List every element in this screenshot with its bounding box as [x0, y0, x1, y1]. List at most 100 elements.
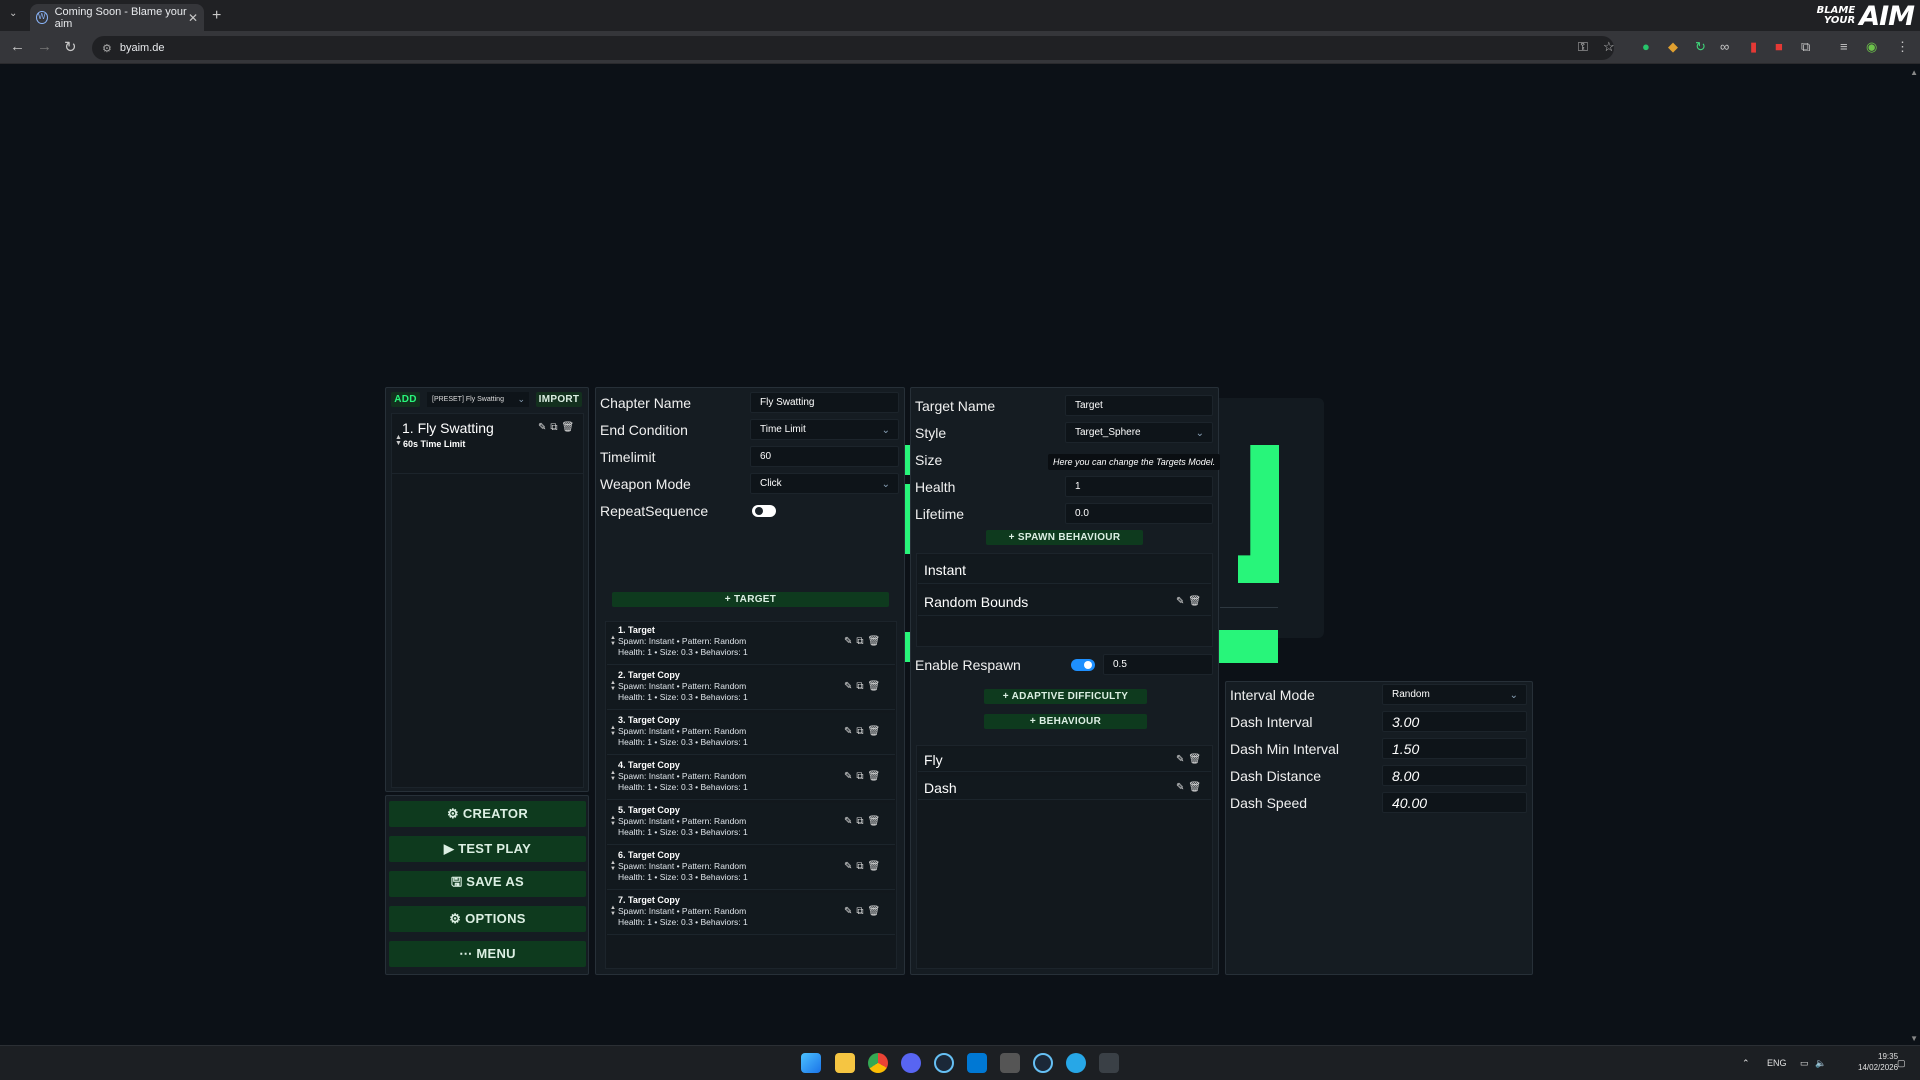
add-adaptive-difficulty-button[interactable]: + ADAPTIVE DIFFICULTY — [984, 689, 1147, 704]
target-item[interactable]: ▲ ▼ 5. Target Copy Spawn: Instant • Pattern… — [607, 803, 895, 845]
page-scrollbar[interactable] — [1908, 65, 1920, 1045]
drag-handle-icon[interactable]: ▲ ▼ — [610, 635, 616, 647]
menu-button[interactable]: ⋯ MENU — [389, 941, 586, 967]
spawn-item[interactable]: Instant — [918, 556, 1211, 584]
edit-icon[interactable]: ✎ — [844, 816, 857, 827]
chapter-name-input[interactable]: Fly Swatting — [750, 392, 899, 413]
copy-icon[interactable]: ⧉ — [856, 636, 868, 647]
import-button[interactable]: IMPORT — [536, 392, 582, 407]
edit-icon[interactable]: ✎ — [844, 906, 857, 917]
extensions-puzzle-icon[interactable]: ⧉ — [1801, 39, 1811, 54]
browser-tab[interactable]: W Coming Soon - Blame your aim ✕ — [30, 4, 204, 31]
delete-icon[interactable]: 🗑 — [561, 422, 579, 433]
dash-interval-input[interactable]: 3.00 — [1382, 711, 1527, 732]
password-key-icon[interactable]: ⚿ — [1578, 39, 1588, 54]
copy-icon[interactable]: ⧉ — [856, 906, 868, 917]
timelimit-input[interactable]: 60 — [750, 446, 899, 467]
add-behaviour-button[interactable]: + BEHAVIOUR — [984, 714, 1147, 729]
extension-icon[interactable]: ◆ — [1668, 39, 1678, 54]
delete-icon[interactable]: 🗑 — [867, 726, 885, 737]
scroll-down-icon[interactable]: ▼ — [1910, 1034, 1918, 1043]
target-item[interactable]: ▲ ▼ 7. Target Copy Spawn: Instant • Pattern… — [607, 893, 895, 935]
delete-icon[interactable]: 🗑 — [867, 861, 885, 872]
respawn-delay-input[interactable]: 0.5 — [1103, 654, 1213, 675]
delete-icon[interactable]: 🗑 — [867, 681, 885, 692]
end-condition-select[interactable]: Time Limit ⌄ — [750, 419, 899, 440]
copy-icon[interactable]: ⧉ — [856, 861, 868, 872]
target-item[interactable]: ▲ ▼ 4. Target Copy Spawn: Instant • Pattern… — [607, 758, 895, 800]
steam-icon[interactable] — [934, 1053, 954, 1073]
repeat-sequence-toggle[interactable] — [752, 505, 776, 517]
tab-search-icon[interactable]: ⌄ — [9, 8, 18, 19]
target-item[interactable]: ▲ ▼ 6. Target Copy Spawn: Instant • Pattern… — [607, 848, 895, 890]
weapon-mode-select[interactable]: Click ⌄ — [750, 473, 899, 494]
volume-icon[interactable]: 🔈 — [1815, 1058, 1827, 1068]
add-target-button[interactable]: + TARGET — [612, 592, 889, 607]
dash-min-interval-input[interactable]: 1.50 — [1382, 738, 1527, 759]
style-select[interactable]: Target_Sphere ⌄ — [1065, 422, 1213, 443]
dash-speed-input[interactable]: 40.00 — [1382, 792, 1527, 813]
drag-handle-icon[interactable]: ▲ ▼ — [395, 434, 402, 447]
vscode-icon[interactable] — [967, 1053, 987, 1073]
target-name-input[interactable]: Target — [1065, 395, 1213, 416]
tray-chevron-icon[interactable]: ⌃ — [1742, 1058, 1750, 1068]
chapter-item[interactable]: ▲ ▼ 1. Fly Swatting 60s Time Limit ✎⧉🗑 — [391, 413, 584, 474]
language-indicator[interactable]: ENG — [1767, 1058, 1787, 1068]
delete-icon[interactable]: 🗑 — [867, 771, 885, 782]
enable-respawn-toggle[interactable] — [1071, 659, 1095, 671]
reload-icon[interactable]: ↻ — [64, 39, 77, 56]
drag-handle-icon[interactable]: ▲ ▼ — [610, 860, 616, 872]
copy-icon[interactable]: ⧉ — [856, 726, 868, 737]
extension-icon[interactable]: ↻ — [1695, 39, 1706, 54]
edit-icon[interactable]: ✎ — [1176, 596, 1189, 607]
delete-icon[interactable]: 🗑 — [1188, 754, 1206, 765]
edit-icon[interactable]: ✎ — [538, 422, 551, 433]
drag-handle-icon[interactable]: ▲ ▼ — [610, 815, 616, 827]
edit-icon[interactable]: ✎ — [844, 681, 857, 692]
target-item[interactable]: ▲ ▼ 3. Target Copy Spawn: Instant • Pattern… — [607, 713, 895, 755]
edit-icon[interactable]: ✎ — [844, 861, 857, 872]
extension-icon[interactable]: ■ — [1775, 39, 1783, 54]
dash-distance-input[interactable]: 8.00 — [1382, 765, 1527, 786]
notification-icon[interactable]: ▢ — [1897, 1058, 1906, 1068]
spawn-item[interactable]: Random Bounds ✎🗑 — [918, 588, 1211, 616]
edit-icon[interactable]: ✎ — [844, 726, 857, 737]
save-as-button[interactable]: 🖫 SAVE AS — [389, 871, 586, 897]
edit-icon[interactable]: ✎ — [1176, 754, 1189, 765]
close-tab-icon[interactable]: ✕ — [187, 10, 198, 25]
extension-icon[interactable]: ▮ — [1750, 39, 1758, 54]
lifetime-input[interactable]: 0.0 — [1065, 503, 1213, 524]
drag-handle-icon[interactable]: ▲ ▼ — [610, 905, 616, 917]
telegram-icon[interactable] — [1066, 1053, 1086, 1073]
edit-icon[interactable]: ✎ — [844, 771, 857, 782]
delete-icon[interactable]: 🗑 — [1188, 596, 1206, 607]
new-tab-button[interactable]: + — [212, 7, 222, 24]
target-item[interactable]: ▲ ▼ 2. Target Copy Spawn: Instant • Pattern… — [607, 668, 895, 710]
extension-icon[interactable]: ∞ — [1720, 39, 1730, 54]
forward-icon[interactable]: → — [37, 38, 52, 55]
discord-icon[interactable] — [901, 1053, 921, 1073]
delete-icon[interactable]: 🗑 — [867, 816, 885, 827]
add-spawn-behaviour-button[interactable]: + SPAWN BEHAVIOUR — [986, 530, 1143, 545]
delete-icon[interactable]: 🗑 — [1188, 782, 1206, 793]
browser-menu-icon[interactable]: ⋮ — [1896, 39, 1909, 54]
behaviour-item[interactable]: Dash ✎🗑 — [918, 776, 1211, 800]
game-app-icon[interactable] — [1099, 1053, 1119, 1073]
edit-icon[interactable]: ✎ — [844, 636, 857, 647]
creator-button[interactable]: ⚙ CREATOR — [389, 801, 586, 827]
add-chapter-button[interactable]: ADD — [391, 392, 420, 407]
network-icon[interactable]: ▭ — [1800, 1058, 1809, 1068]
interval-mode-select[interactable]: Random ⌄ — [1382, 684, 1527, 705]
bookmark-star-icon[interactable]: ☆ — [1603, 39, 1615, 54]
file-explorer-icon[interactable] — [835, 1053, 855, 1073]
copy-icon[interactable]: ⧉ — [856, 771, 868, 782]
drag-handle-icon[interactable]: ▲ ▼ — [610, 770, 616, 782]
drag-handle-icon[interactable]: ▲ ▼ — [610, 680, 616, 692]
copy-icon[interactable]: ⧉ — [550, 422, 562, 433]
behaviour-item[interactable]: Fly ✎🗑 — [918, 748, 1211, 772]
scroll-up-icon[interactable]: ▲ — [1910, 68, 1918, 77]
options-button[interactable]: ⚙ OPTIONS — [389, 906, 586, 932]
edit-icon[interactable]: ✎ — [1176, 782, 1189, 793]
test-play-button[interactable]: ▶ TEST PLAY — [389, 836, 586, 862]
extension-icon[interactable]: ● — [1642, 39, 1650, 54]
